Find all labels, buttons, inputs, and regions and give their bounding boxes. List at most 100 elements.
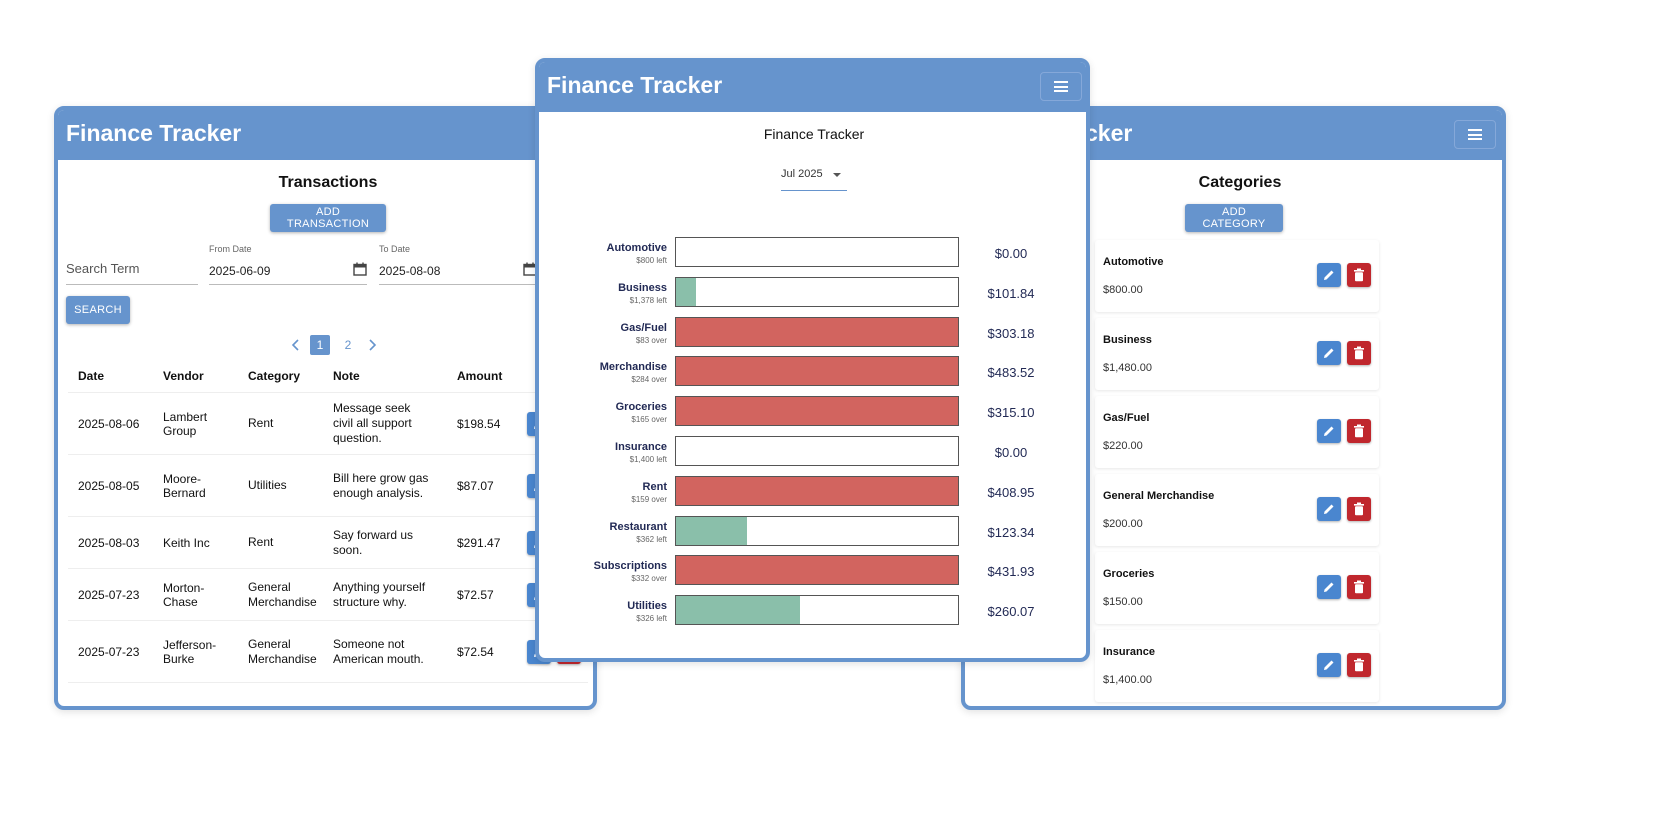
bar-category-name: Restaurant — [609, 520, 667, 533]
bar-track — [675, 237, 959, 267]
from-date-value: 2025-06-09 — [209, 264, 271, 278]
category-name: Gas/Fuel — [1103, 412, 1150, 424]
trash-icon — [1353, 424, 1365, 438]
app-title: Finance Tracker — [547, 72, 723, 98]
category-budget: $1,480.00 — [1103, 362, 1152, 374]
row-actions — [1317, 497, 1371, 521]
edit-button[interactable] — [1317, 419, 1341, 443]
search-button[interactable]: SEARCH — [66, 296, 130, 324]
category-card: Groceries $150.00 — [1095, 552, 1379, 624]
bar-fill — [676, 596, 801, 625]
add-category-button[interactable]: ADD CATEGORY — [1185, 204, 1283, 232]
category-name: General Merchandise — [1103, 490, 1215, 502]
delete-button[interactable] — [1347, 263, 1371, 287]
bar-track — [675, 555, 959, 586]
edit-button[interactable] — [1317, 497, 1341, 521]
bar-category-label: Gas/Fuel $83 over — [621, 322, 667, 345]
calendar-icon[interactable] — [353, 262, 367, 276]
actions-cell — [517, 682, 588, 706]
bar-budget-status: $1,400 left — [629, 455, 667, 464]
menu-button[interactable] — [1040, 72, 1082, 101]
bar-track — [675, 515, 959, 546]
chart-bar-row: Business $1,378 left $101.84 — [599, 276, 1079, 316]
column-header-date: Date — [78, 369, 105, 383]
category-cell: Utilities — [238, 454, 323, 517]
bar-category-name: Groceries — [615, 401, 667, 414]
trash-icon — [1353, 580, 1365, 594]
add-transaction-button[interactable]: ADD TRANSACTION — [270, 204, 386, 232]
pencil-icon — [1322, 424, 1336, 438]
menu-icon — [1468, 129, 1482, 140]
category-card: Business $1,480.00 — [1095, 318, 1379, 390]
date-cell — [68, 682, 153, 706]
category-card: Gas/Fuel $220.00 — [1095, 396, 1379, 468]
column-header-vendor: Vendor — [163, 369, 204, 383]
page-number-2[interactable]: 2 — [344, 338, 352, 352]
to-date-field[interactable]: To Date 2025-08-08 — [379, 244, 537, 285]
page-number-1[interactable]: 1 — [310, 335, 330, 355]
from-date-label: From Date — [209, 244, 252, 254]
month-select[interactable]: Jul 2025 — [781, 162, 847, 191]
date-cell: 2025-08-03 — [68, 516, 153, 569]
chart-bar-row: Gas/Fuel $83 over $303.18 — [599, 316, 1079, 356]
edit-button[interactable] — [1317, 575, 1341, 599]
edit-button[interactable] — [1317, 341, 1341, 365]
bar-fill — [676, 317, 958, 346]
bar-category-label: Business $1,378 left — [618, 282, 667, 305]
delete-button[interactable] — [1347, 575, 1371, 599]
row-actions — [1317, 419, 1371, 443]
chevron-right-icon[interactable] — [366, 338, 378, 352]
date-cell: 2025-07-23 — [68, 568, 153, 621]
trash-icon — [1353, 502, 1365, 516]
delete-button[interactable] — [1347, 653, 1371, 677]
bar-amount-label: $101.84 — [987, 285, 1035, 301]
page-title: Categories — [1198, 174, 1282, 191]
delete-button[interactable] — [1347, 419, 1371, 443]
table-row: Democratic — [68, 682, 588, 706]
bar-category-label: Rent $159 over — [631, 481, 667, 504]
bar-track — [675, 436, 959, 466]
bar-budget-status: $332 over — [631, 574, 667, 584]
bar-budget-status: $159 over — [631, 494, 667, 504]
vendor-cell: Keith Inc — [153, 516, 238, 569]
bar-category-name: Merchandise — [599, 361, 667, 374]
category-name: Automotive — [1103, 256, 1164, 268]
vendor-cell: Morton-Chase — [153, 568, 238, 621]
delete-button[interactable] — [1347, 341, 1371, 365]
category-budget: $200.00 — [1103, 518, 1143, 530]
table-row: 2025-08-06 Lambert Group Rent Message seek … — [68, 392, 588, 455]
bar-category-name: Insurance — [615, 441, 667, 453]
edit-button[interactable] — [1317, 263, 1341, 287]
bar-fill — [676, 277, 696, 306]
page-title: Finance Tracker — [763, 126, 865, 142]
category-actions — [1317, 497, 1371, 521]
category-list: Automotive $800.00 Business $1,480.00 Gas/Fu… — [1095, 240, 1395, 706]
chart-bar-row: Groceries $165 over $315.10 — [599, 395, 1079, 435]
bar-amount-label: $260.07 — [987, 604, 1035, 620]
pagination: 1 2 — [290, 335, 378, 355]
category-budget: $150.00 — [1103, 596, 1143, 608]
note-cell: Say forward us soon. — [323, 516, 439, 569]
chart-bar-row: Subscriptions $332 over $431.93 — [594, 554, 1079, 594]
bar-amount-label: $0.00 — [994, 445, 1028, 460]
from-date-field[interactable]: From Date 2025-06-09 — [209, 244, 367, 285]
search-input[interactable]: Search Term — [66, 244, 198, 285]
amount-cell: $291.47 — [439, 516, 517, 569]
bar-amount-label: $123.34 — [987, 524, 1035, 540]
category-cell — [238, 682, 323, 706]
vendor-cell — [153, 682, 238, 706]
bar-track — [675, 475, 959, 506]
delete-button[interactable] — [1347, 497, 1371, 521]
bar-amount-label: $0.00 — [994, 246, 1028, 261]
chevron-left-icon[interactable] — [290, 338, 302, 352]
amount-cell: $87.07 — [439, 454, 517, 517]
category-name: Groceries — [1103, 568, 1155, 580]
category-actions — [1317, 653, 1371, 677]
pencil-icon — [1322, 502, 1336, 516]
row-actions — [1317, 341, 1371, 365]
bar-category-name: Rent — [642, 480, 667, 493]
note-cell: Bill here grow gas enough analysis. — [323, 454, 439, 517]
menu-button[interactable] — [1454, 120, 1496, 149]
edit-button[interactable] — [1317, 653, 1341, 677]
app-title: Finance Tracker — [66, 120, 242, 146]
